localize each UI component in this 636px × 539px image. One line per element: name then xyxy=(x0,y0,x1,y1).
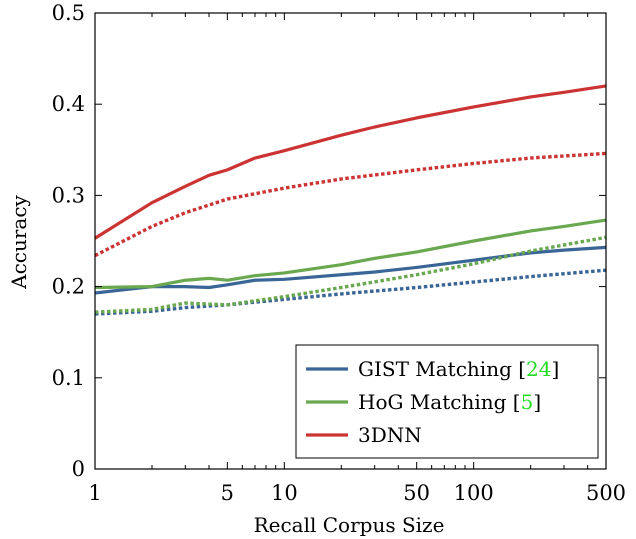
series-line-6-dotted xyxy=(94,151,607,258)
legend: GIST Matching [24] HoG Matching [5] 3DNN xyxy=(295,344,599,459)
plot-frame xyxy=(94,12,607,470)
legend-label: 3DNN xyxy=(358,423,422,447)
series-line-5-solid xyxy=(94,84,607,240)
series-line-4-dotted xyxy=(94,235,607,314)
x-tick-label: 500 xyxy=(586,481,626,505)
x-tick-label: 5 xyxy=(221,481,234,505)
x-tick-label: 1 xyxy=(88,481,101,505)
y-tick-label: 0.2 xyxy=(52,275,85,299)
legend-citation: 5 xyxy=(521,390,534,414)
x-tick-label: 50 xyxy=(403,481,430,505)
y-axis: 0 0.1 0.2 0.3 0.4 0.5 xyxy=(52,1,606,481)
plot-lines xyxy=(94,84,607,316)
series-line-1-solid xyxy=(94,245,607,295)
y-tick-label: 0.4 xyxy=(52,92,85,116)
legend-citation: 24 xyxy=(526,357,551,381)
x-tick-label: 100 xyxy=(454,481,494,505)
series-line-3-solid xyxy=(94,218,607,290)
y-tick-label: 0.3 xyxy=(52,183,85,207)
series-line-2-dotted xyxy=(94,268,607,316)
y-tick-label: 0.5 xyxy=(52,1,85,25)
legend-label: HoG Matching [5] xyxy=(358,390,541,414)
x-axis-label: Recall Corpus Size xyxy=(254,513,445,537)
y-axis-label: Accuracy xyxy=(7,194,31,289)
legend-label: GIST Matching [24] xyxy=(358,357,559,381)
y-tick-label: 0 xyxy=(72,457,85,481)
x-tick-label: 10 xyxy=(271,481,298,505)
x-axis: 1 5 10 50 100 500 xyxy=(88,13,626,505)
y-tick-label: 0.1 xyxy=(52,366,85,390)
